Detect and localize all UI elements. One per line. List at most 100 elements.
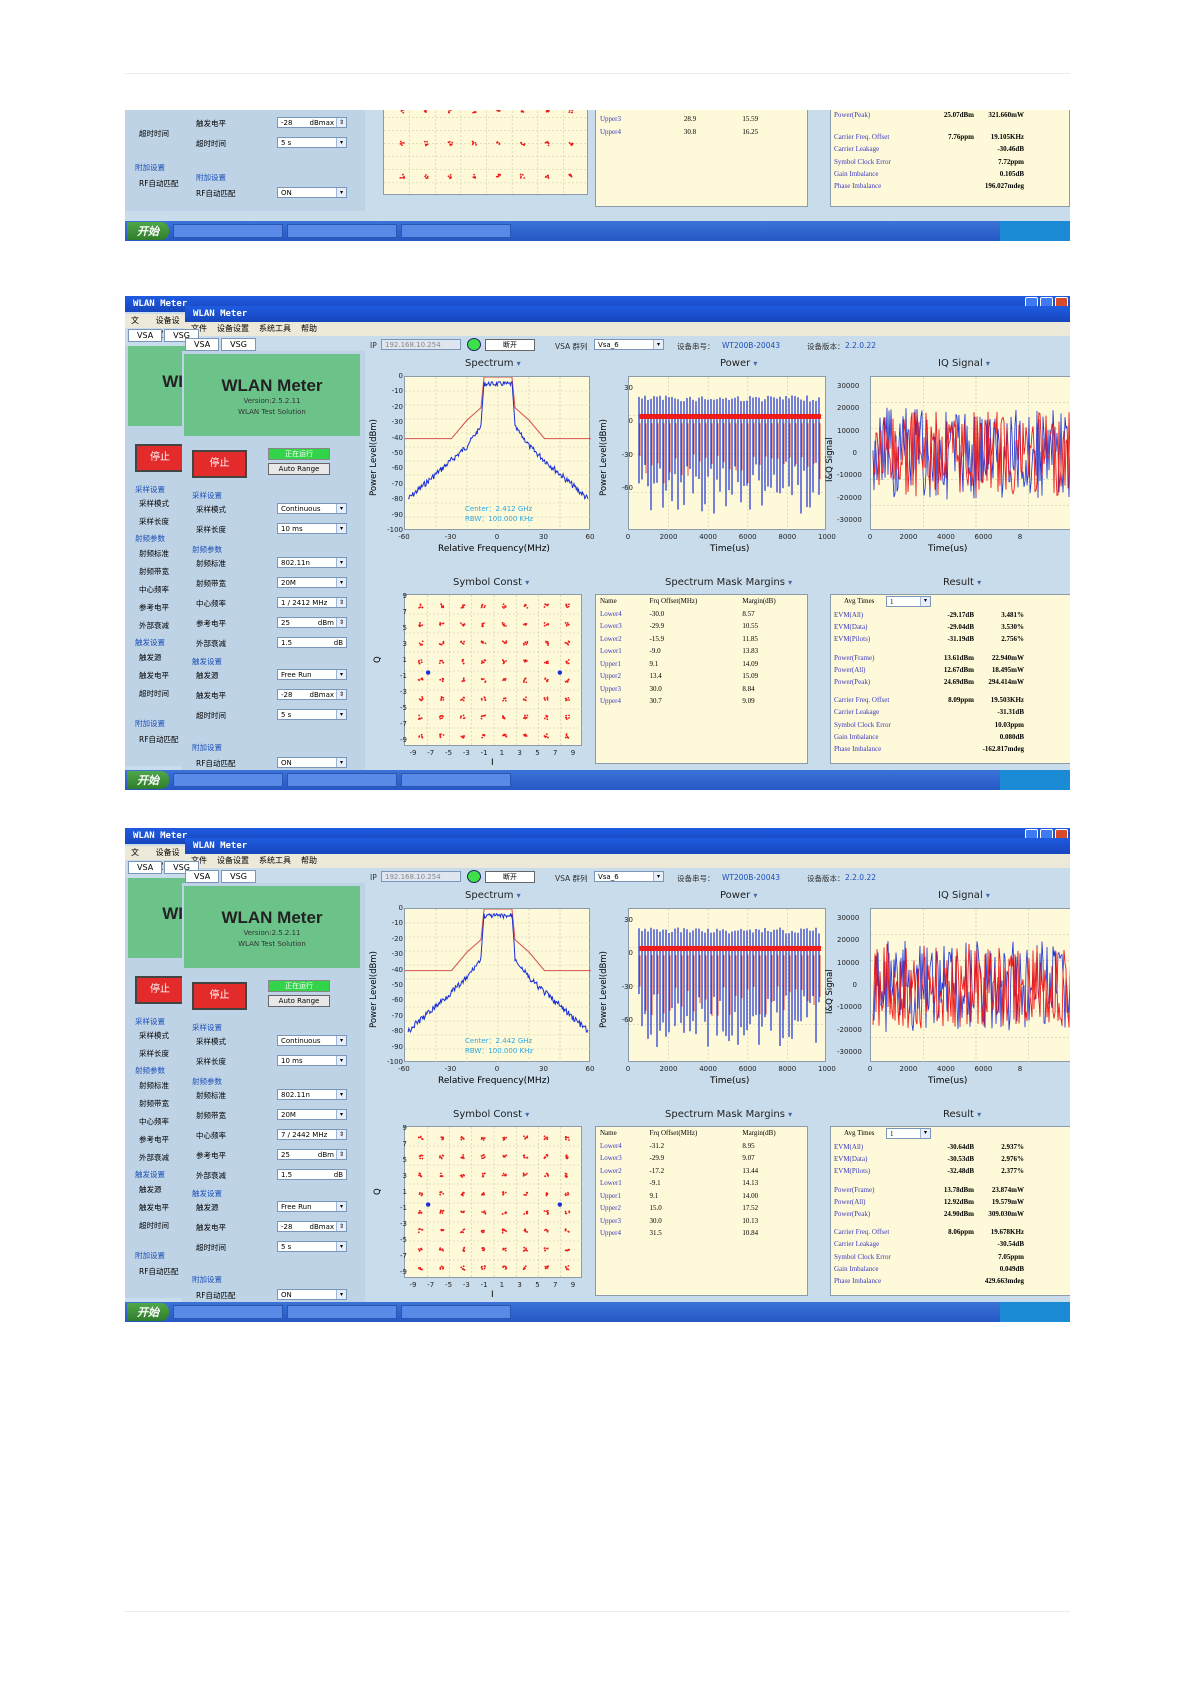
chevron-down-icon[interactable]: ▾	[653, 872, 663, 881]
chevron-down-icon[interactable]: ▾	[336, 1056, 346, 1065]
trig-select[interactable]: Free Run ▾	[277, 669, 347, 680]
chevron-down-icon[interactable]: ▾	[336, 1090, 346, 1099]
length-select[interactable]: 10 ms ▾	[277, 523, 347, 534]
ref-level-field[interactable]: 25 dBm ⇕	[277, 617, 347, 628]
stop-button[interactable]: 停止	[192, 450, 247, 478]
menu-help[interactable]: 帮助	[301, 856, 317, 865]
rf-match-field[interactable]: ON ▾	[277, 757, 347, 768]
menu-tools[interactable]: 系统工具	[259, 856, 291, 865]
menu-tools[interactable]: 系统工具	[259, 324, 291, 333]
auto-range-button[interactable]: Auto Range	[268, 463, 330, 475]
std-select[interactable]: 802.11n ▾	[277, 557, 347, 568]
att-field[interactable]: 1.5 dB	[277, 637, 347, 648]
chevron-down-icon[interactable]: ▾	[336, 138, 346, 147]
trig-level-field[interactable]: -28 dBmax ⇕	[277, 1221, 347, 1232]
length-select[interactable]: 10 ms ▾	[277, 1055, 347, 1066]
taskbar-item[interactable]	[173, 224, 283, 238]
chevron-down-icon[interactable]: ▾	[336, 710, 346, 719]
taskbar-item[interactable]	[173, 1305, 283, 1319]
start-button[interactable]: 开始	[127, 1303, 169, 1321]
taskbar-item[interactable]	[173, 773, 283, 787]
tab-vsa[interactable]: VSA	[128, 329, 163, 342]
chevron-down-icon[interactable]: ▾	[336, 558, 346, 567]
chevron-down-icon[interactable]: ▾	[977, 1110, 982, 1119]
bw-select[interactable]: 20M ▾	[277, 1109, 347, 1120]
spin-icon[interactable]: ⇕	[336, 1130, 346, 1139]
trig-level-field[interactable]: -28 dBmax ⇕	[277, 117, 347, 128]
ip-input[interactable]: 192.168.10.254	[381, 339, 461, 350]
chevron-down-icon[interactable]: ▾	[920, 597, 930, 606]
spin-icon[interactable]: ⇕	[336, 1222, 346, 1231]
disconnect-button[interactable]: 断开	[485, 339, 535, 351]
start-button[interactable]: 开始	[127, 222, 169, 240]
chevron-down-icon[interactable]: ▾	[653, 340, 663, 349]
tab-vsg[interactable]: VSG	[221, 870, 256, 883]
taskbar-item[interactable]	[287, 1305, 397, 1319]
menu-file[interactable]: 文件	[191, 856, 207, 865]
chevron-down-icon[interactable]: ▾	[336, 670, 346, 679]
rf-match-field[interactable]: ON ▾	[277, 1289, 347, 1300]
chevron-down-icon[interactable]: ▾	[336, 1110, 346, 1119]
taskbar-item[interactable]	[401, 1305, 511, 1319]
chevron-down-icon[interactable]: ▾	[753, 891, 758, 900]
tab-vsg[interactable]: VSG	[221, 338, 256, 351]
taskbar-item[interactable]	[401, 773, 511, 787]
spin-icon[interactable]: ⇕	[336, 618, 346, 627]
chevron-down-icon[interactable]: ▾	[336, 1202, 346, 1211]
menu-device[interactable]: 设备设置	[217, 856, 249, 865]
stop-button-back[interactable]: 停止	[135, 444, 185, 472]
chevron-down-icon[interactable]: ▾	[336, 524, 346, 533]
disconnect-button[interactable]: 断开	[485, 871, 535, 883]
att-field[interactable]: 1.5 dB	[277, 1169, 347, 1180]
chevron-down-icon[interactable]: ▾	[336, 578, 346, 587]
chevron-down-icon[interactable]: ▾	[336, 758, 346, 767]
spin-icon[interactable]: ⇕	[336, 598, 346, 607]
chevron-down-icon[interactable]: ▾	[753, 359, 758, 368]
avg-select[interactable]: 1 ▾	[886, 596, 931, 607]
mode-select[interactable]: Continuous ▾	[277, 1035, 347, 1046]
menu-file[interactable]: 文件	[131, 316, 139, 339]
mode-select[interactable]: Continuous ▾	[277, 503, 347, 514]
chevron-down-icon[interactable]: ▾	[336, 1036, 346, 1045]
chevron-down-icon[interactable]: ▾	[516, 891, 521, 900]
chevron-down-icon[interactable]: ▾	[525, 578, 530, 587]
menu-device[interactable]: 设备设置	[155, 848, 180, 871]
chevron-down-icon[interactable]: ▾	[985, 359, 990, 368]
auto-range-button[interactable]: Auto Range	[268, 995, 330, 1007]
chevron-down-icon[interactable]: ▾	[977, 578, 982, 587]
chevron-down-icon[interactable]: ▾	[336, 504, 346, 513]
chevron-down-icon[interactable]: ▾	[336, 188, 346, 197]
freq-select[interactable]: 1 / 2412 MHz ⇕	[277, 597, 347, 608]
rf-match-field[interactable]: ON ▾	[277, 187, 347, 198]
chevron-down-icon[interactable]: ▾	[788, 578, 793, 587]
chevron-down-icon[interactable]: ▾	[920, 1129, 930, 1138]
tab-vsa[interactable]: VSA	[128, 861, 163, 874]
chevron-down-icon[interactable]: ▾	[336, 1290, 346, 1299]
chevron-down-icon[interactable]: ▾	[516, 359, 521, 368]
avg-select[interactable]: 1 ▾	[886, 1128, 931, 1139]
tab-vsa[interactable]: VSA	[185, 870, 220, 883]
taskbar-item[interactable]	[287, 773, 397, 787]
ref-level-field[interactable]: 25 dBm ⇕	[277, 1149, 347, 1160]
chevron-down-icon[interactable]: ▾	[985, 891, 990, 900]
std-select[interactable]: 802.11n ▾	[277, 1089, 347, 1100]
taskbar-item[interactable]	[401, 224, 511, 238]
menu-help[interactable]: 帮助	[301, 324, 317, 333]
chevron-down-icon[interactable]: ▾	[336, 1242, 346, 1251]
menu-device[interactable]: 设备设置	[217, 324, 249, 333]
menu-file[interactable]: 文件	[131, 848, 139, 871]
timeout-field[interactable]: 5 s ▾	[277, 709, 347, 720]
vsa-select[interactable]: Vsa_6 ▾	[594, 871, 664, 882]
ip-input[interactable]: 192.168.10.254	[381, 871, 461, 882]
chevron-down-icon[interactable]: ▾	[525, 1110, 530, 1119]
freq-select[interactable]: 7 / 2442 MHz ⇕	[277, 1129, 347, 1140]
taskbar-item[interactable]	[287, 224, 397, 238]
timeout-field[interactable]: 5 s ▾	[277, 1241, 347, 1252]
spin-icon[interactable]: ⇕	[336, 118, 346, 127]
bw-select[interactable]: 20M ▾	[277, 577, 347, 588]
tab-vsa[interactable]: VSA	[185, 338, 220, 351]
menu-file[interactable]: 文件	[191, 324, 207, 333]
start-button[interactable]: 开始	[127, 771, 169, 789]
timeout-field[interactable]: 5 s ▾	[277, 137, 347, 148]
stop-button-back[interactable]: 停止	[135, 976, 185, 1004]
